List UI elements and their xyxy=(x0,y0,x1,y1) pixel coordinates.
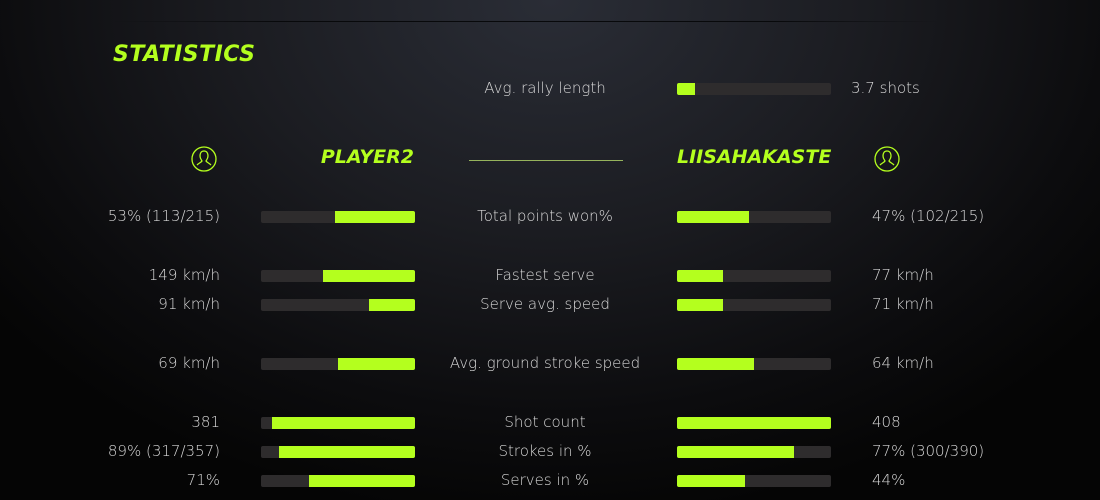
bar-fill xyxy=(677,358,754,370)
left-bar xyxy=(261,417,415,429)
left-value: 91 km/h xyxy=(158,295,220,313)
stat-row: 149 km/h Fastest serve 77 km/h xyxy=(0,266,1100,286)
right-bar xyxy=(677,417,831,429)
stat-row: 89% (317/357) Strokes in % 77% (300/390) xyxy=(0,442,1100,462)
left-bar xyxy=(261,475,415,487)
bar-fill xyxy=(677,299,724,311)
rally-bar xyxy=(677,83,831,95)
stat-row: 53% (113/215) Total points won% 47% (102… xyxy=(0,207,1100,227)
left-bar xyxy=(261,446,415,458)
left-value: 149 km/h xyxy=(148,266,220,284)
right-value: 77 km/h xyxy=(872,266,934,284)
stat-row: 381 Shot count 408 xyxy=(0,413,1100,433)
bar-fill xyxy=(271,417,415,429)
bar-fill xyxy=(677,475,745,487)
bar-fill xyxy=(322,270,415,282)
right-value: 47% (102/215) xyxy=(872,207,985,225)
right-bar xyxy=(677,211,831,223)
bar-fill xyxy=(677,83,696,95)
top-divider xyxy=(110,21,940,22)
rally-value: 3.7 shots xyxy=(851,79,920,97)
right-bar xyxy=(677,475,831,487)
bar-fill xyxy=(368,299,415,311)
right-value: 77% (300/390) xyxy=(872,442,985,460)
stat-label: Shot count xyxy=(504,413,586,431)
left-value: 69 km/h xyxy=(158,354,220,372)
stat-label: Fastest serve xyxy=(495,266,595,284)
stat-label: Avg. rally length xyxy=(484,79,606,97)
right-value: 44% xyxy=(872,471,906,489)
player-left-name: PLAYER2 xyxy=(320,146,414,168)
stat-label: Total points won% xyxy=(477,207,613,225)
player-right-name: LIISAHAKASTE xyxy=(677,146,832,168)
page-title: STATISTICS xyxy=(113,42,256,67)
left-bar xyxy=(261,270,415,282)
stat-label: Serves in % xyxy=(500,471,590,489)
right-bar xyxy=(677,299,831,311)
bar-fill xyxy=(279,446,415,458)
stat-label: Avg. ground stroke speed xyxy=(449,354,641,372)
left-value: 381 xyxy=(191,413,220,431)
left-value: 71% xyxy=(186,471,220,489)
left-bar xyxy=(261,299,415,311)
right-bar xyxy=(677,446,831,458)
right-value: 408 xyxy=(872,413,901,431)
left-value: 89% (317/357) xyxy=(107,442,220,460)
left-bar xyxy=(261,211,415,223)
right-value: 71 km/h xyxy=(872,295,934,313)
stat-row-rally: Avg. rally length 3.7 shots xyxy=(0,79,1100,99)
bar-fill xyxy=(677,417,831,429)
left-value: 53% (113/215) xyxy=(107,207,220,225)
stat-row: 91 km/h Serve avg. speed 71 km/h xyxy=(0,295,1100,315)
bar-fill xyxy=(677,211,750,223)
right-value: 64 km/h xyxy=(872,354,934,372)
bar-fill xyxy=(308,475,415,487)
separator xyxy=(469,160,623,161)
bar-fill xyxy=(334,211,415,223)
stat-row: 69 km/h Avg. ground stroke speed 64 km/h xyxy=(0,354,1100,374)
bar-fill xyxy=(677,446,795,458)
stat-label: Strokes in % xyxy=(498,442,592,460)
bar-fill xyxy=(338,358,415,370)
stat-row: 71% Serves in % 44% xyxy=(0,471,1100,491)
user-icon xyxy=(191,146,217,172)
bar-fill xyxy=(677,270,724,282)
user-icon xyxy=(874,146,900,172)
stat-label: Serve avg. speed xyxy=(480,295,610,313)
left-bar xyxy=(261,358,415,370)
right-bar xyxy=(677,270,831,282)
right-bar xyxy=(677,358,831,370)
